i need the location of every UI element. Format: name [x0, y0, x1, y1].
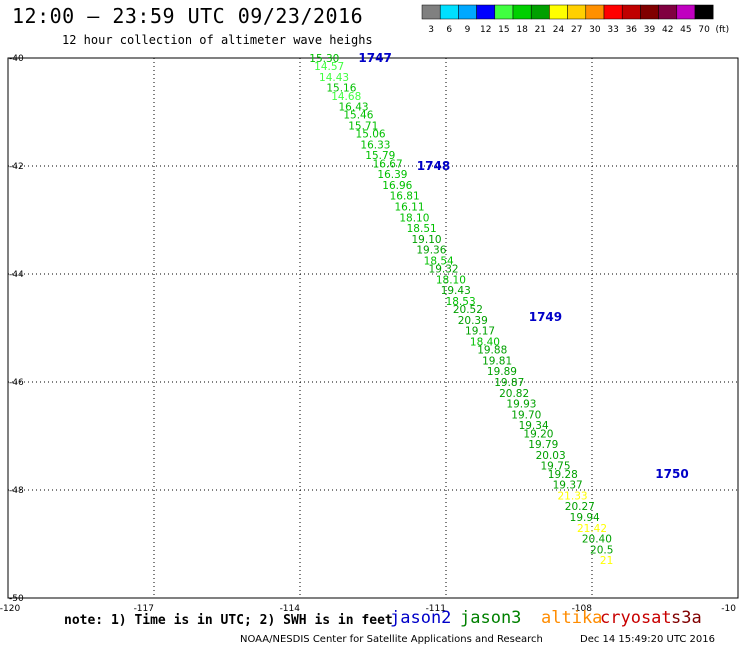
lon-tick-label: -120	[0, 604, 20, 612]
colorbar-label: 3	[428, 25, 434, 35]
colorbar-label: (ft)	[716, 25, 730, 35]
orbit-pass-label: 1747	[358, 51, 391, 65]
wave-height-value: 19.81	[482, 355, 512, 367]
wave-height-value: 19.79	[528, 439, 558, 451]
colorbar-label: 30	[589, 25, 601, 35]
colorbar-label: 18	[516, 25, 528, 35]
wave-height-value: 20.82	[499, 388, 529, 400]
wave-height-value: 16.67	[373, 158, 403, 170]
orbit-pass-label: 1750	[655, 467, 688, 481]
wave-height-value: 18.40	[470, 337, 500, 349]
wave-height-value: 14.57	[314, 61, 344, 73]
wave-height-value: 19.36	[416, 245, 446, 257]
lat-tick-label: -44	[9, 270, 24, 280]
wave-height-value: 19.94	[570, 512, 600, 524]
page-title: 12:00 – 23:59 UTC 09/23/2016	[12, 4, 364, 28]
colorbar-label: 39	[644, 25, 656, 35]
wave-height-value: 19.87	[494, 377, 524, 389]
wave-height-value: 19.32	[429, 264, 459, 276]
lat-tick-label: -46	[9, 378, 24, 388]
satellite-legend-jason2: jason2	[390, 608, 452, 628]
page-subtitle: 12 hour collection of altimeter wave hei…	[62, 33, 373, 47]
wave-height-value: 18.53	[446, 296, 476, 308]
wave-height-value: 20.40	[582, 534, 612, 546]
wave-height-map: -120 -117 -114 -111 -108 -10 -40 -42 -44 -46 -48 -5…	[0, 51, 739, 612]
satellite-legend-cryosat: cryosat	[600, 608, 672, 628]
satellite-legend-altika: altika	[541, 608, 603, 628]
wave-height-value: 14.68	[331, 91, 361, 103]
timestamp: Dec 14 15:49:20 UTC 2016	[580, 634, 715, 645]
color-scale-legend: 3 6 9 12 15 18 21 24 27 30 33 36 39 42 45 70 (ft)	[421, 4, 730, 35]
orbit-pass-label: 1749	[529, 310, 562, 324]
wave-height-value: 21	[600, 555, 613, 567]
wave-height-value: 19.34	[519, 420, 549, 432]
wave-height-value: 18.10	[436, 274, 466, 286]
lon-tick-label: -10	[721, 604, 736, 612]
wave-height-value: 19.20	[523, 428, 553, 440]
wave-height-value: 20.03	[536, 450, 566, 462]
colorbar-label: 33	[607, 25, 618, 35]
satellite-legend-s3a: s3a	[671, 608, 702, 628]
wave-height-value: 20.27	[565, 501, 595, 513]
wave-height-value: 16.96	[382, 180, 412, 192]
colorbar-label: 21	[535, 25, 546, 35]
credit-line: NOAA/NESDIS Center for Satellite Applica…	[240, 634, 543, 645]
wave-height-value: 21.42	[577, 523, 607, 535]
wave-height-value: 19.10	[412, 234, 442, 246]
wave-height-value: 19.37	[553, 480, 583, 492]
colorbar-label: 12	[480, 25, 491, 35]
wave-height-value: 21.33	[558, 490, 588, 502]
wave-height-value: 19.17	[465, 326, 495, 338]
orbit-pass-label: 1748	[417, 159, 450, 173]
wave-height-value: 16.11	[394, 202, 424, 214]
wave-height-value: 20.39	[458, 315, 488, 327]
footer-note: note: 1) Time is in UTC; 2) SWH is in fe…	[64, 613, 393, 628]
colorbar-label: 42	[662, 25, 673, 35]
colorbar-label: 70	[698, 25, 710, 35]
wave-height-value: 19.93	[506, 399, 536, 411]
colorbar-label: 9	[465, 25, 471, 35]
wave-height-value: 19.43	[441, 285, 471, 297]
lon-tick-label: -111	[426, 604, 446, 612]
wave-height-value: 16.33	[360, 139, 390, 151]
colorbar-label: 15	[498, 25, 509, 35]
wave-height-value: 15.16	[326, 83, 356, 95]
wave-height-value: 15.30	[309, 53, 339, 65]
colorbar-label: 6	[446, 25, 452, 35]
lon-tick-label: -114	[280, 604, 301, 612]
wave-height-value: 14.43	[319, 72, 349, 84]
colorbar-label: 45	[680, 25, 691, 35]
lat-tick-label: -40	[9, 54, 24, 64]
colorbar-label: 36	[626, 25, 638, 35]
wave-height-value: 16.81	[390, 191, 420, 203]
colorbar-label: 27	[571, 25, 582, 35]
lon-tick-label: -117	[134, 604, 154, 612]
wave-height-value: 15.79	[365, 150, 395, 162]
wave-height-value: 18.51	[407, 223, 437, 235]
lat-tick-label: -42	[9, 162, 24, 172]
satellite-legend-jason3: jason3	[460, 608, 522, 628]
wave-height-value: 18.10	[399, 212, 429, 224]
wave-height-value: 18.54	[424, 256, 454, 268]
wave-height-value: 16.39	[377, 169, 407, 181]
lon-tick-label: -108	[572, 604, 593, 612]
lat-tick-label: -50	[9, 594, 24, 604]
wave-height-value: 19.89	[487, 366, 517, 378]
colorbar-swatch	[694, 4, 714, 20]
wave-height-value: 19.28	[548, 469, 578, 481]
map-frame	[7, 57, 739, 599]
lat-tick-label: -48	[9, 486, 24, 496]
colorbar-label: 24	[553, 25, 565, 35]
wave-height-value: 20.52	[453, 304, 483, 316]
wave-height-value: 16.43	[339, 102, 369, 114]
wave-height-value: 15.46	[343, 110, 373, 122]
wave-height-value: 19.75	[540, 461, 570, 473]
wave-height-value: 20.5	[590, 544, 613, 556]
wave-height-value: 15.71	[348, 121, 378, 133]
wave-height-value: 15.06	[356, 129, 386, 141]
wave-height-value: 19.70	[511, 409, 541, 421]
wave-height-value: 19.88	[477, 345, 507, 357]
